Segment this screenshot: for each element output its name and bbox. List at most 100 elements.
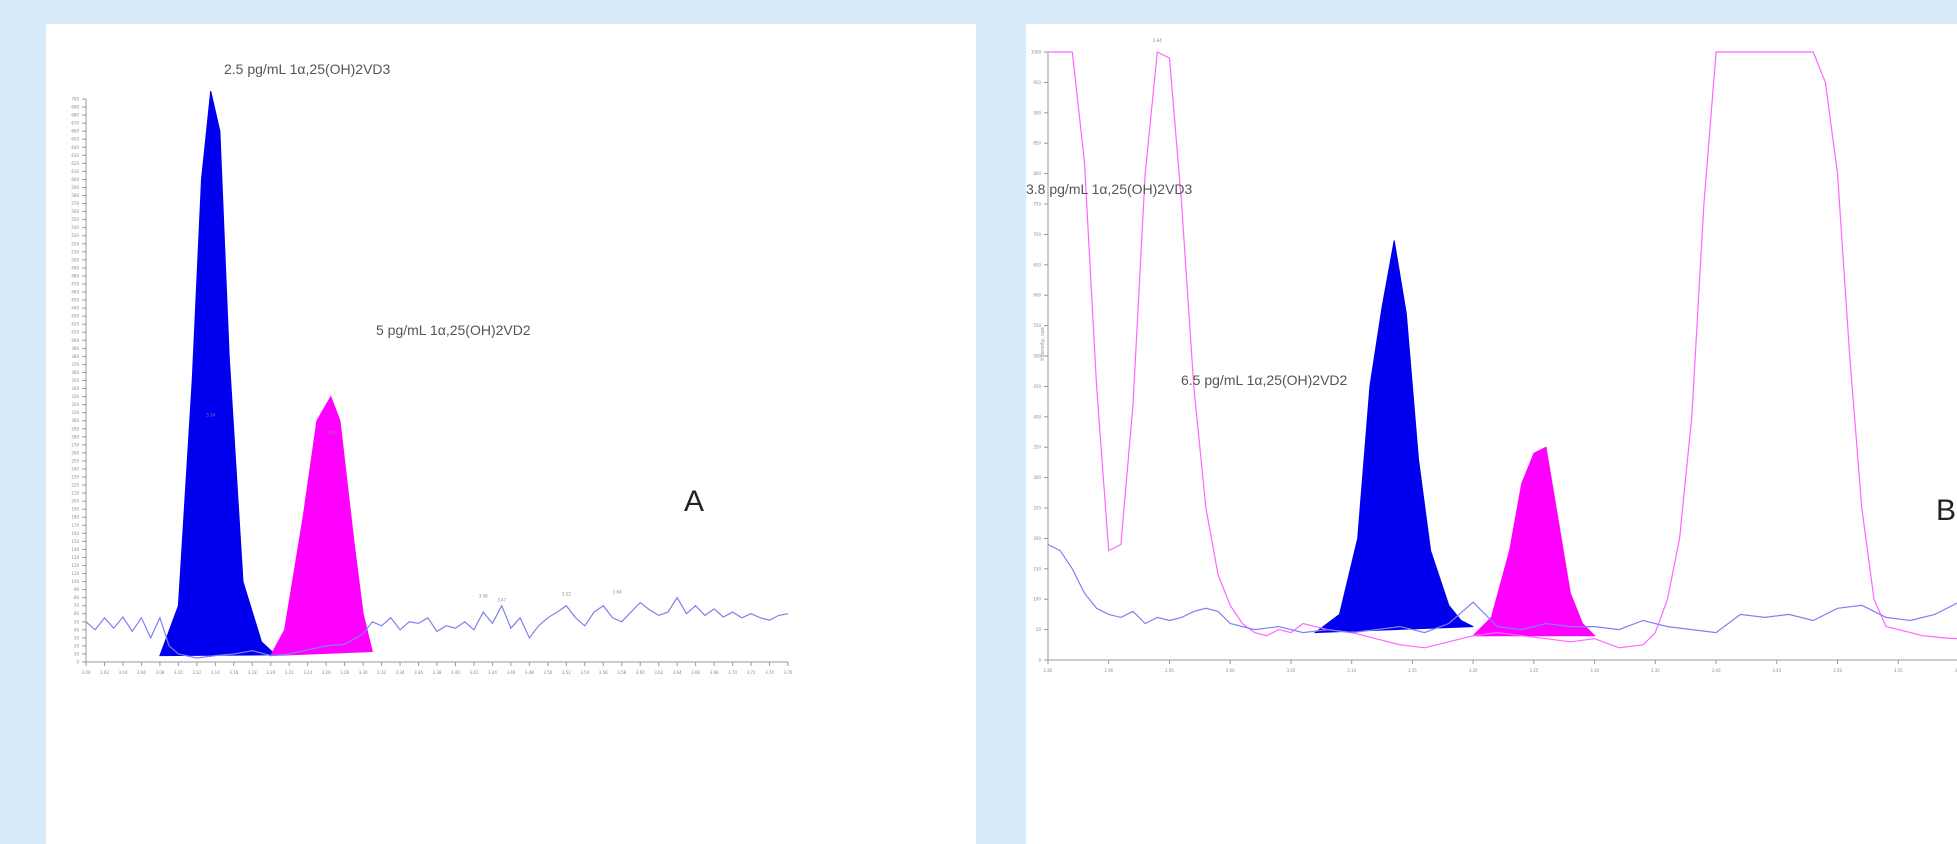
panel-letter: A <box>684 485 704 518</box>
x-tick-label: 2.90 <box>1104 668 1113 673</box>
y-tick-label: 0 <box>76 660 79 665</box>
x-tick-label: 3.00 <box>1226 668 1235 673</box>
x-tick-label: 3.40 <box>451 670 460 675</box>
x-tick-label: 3.22 <box>285 670 294 675</box>
y-tick-label: 200 <box>71 499 79 504</box>
y-tick-label: 600 <box>71 177 79 182</box>
y-tick-label: 520 <box>71 241 79 246</box>
y-tick-label: 310 <box>71 410 79 415</box>
y-tick-label: 700 <box>71 97 79 102</box>
y-tick-label: 400 <box>1033 414 1041 419</box>
x-tick-label: 2.95 <box>1165 668 1174 673</box>
peak-label: 3.14 <box>206 413 215 418</box>
y-tick-label: 400 <box>71 338 79 343</box>
x-tick-label: 3.32 <box>377 670 386 675</box>
y-tick-label: 690 <box>71 105 79 110</box>
y-tick-label: 290 <box>71 426 79 431</box>
y-tick-label: 650 <box>71 137 79 142</box>
x-tick-label: 2.85 <box>1044 668 1053 673</box>
y-tick-label: 410 <box>71 330 79 335</box>
y-tick-label: 950 <box>1033 80 1041 85</box>
peak-label: 3.52 <box>562 591 571 596</box>
concentration-annotation: 3.8 pg/mL 1α,25(OH)2VD3 <box>1026 181 1193 197</box>
header-band <box>0 0 1957 24</box>
x-tick-label: 3.46 <box>506 670 515 675</box>
x-tick-label: 3.54 <box>580 670 589 675</box>
y-tick-label: 110 <box>71 571 79 576</box>
y-tick-label: 480 <box>71 273 79 278</box>
x-tick-label: 3.30 <box>359 670 368 675</box>
y-tick-label: 550 <box>71 217 79 222</box>
y-tick-label: 680 <box>71 113 79 118</box>
y-tick-label: 540 <box>71 225 79 230</box>
y-tick-label: 50 <box>74 619 80 624</box>
y-tick-label: 330 <box>71 394 79 399</box>
y-tick-label: 420 <box>71 322 79 327</box>
y-tick-label: 350 <box>1033 445 1041 450</box>
x-tick-label: 3.76 <box>784 670 793 675</box>
y-tick-label: 240 <box>71 466 79 471</box>
y-tick-label: 340 <box>71 386 79 391</box>
x-tick-label: 3.56 <box>599 670 608 675</box>
y-tick-label: 500 <box>1033 354 1041 359</box>
panel-letter: B <box>1936 494 1956 527</box>
y-tick-label: 80 <box>74 595 80 600</box>
y-tick-label: 580 <box>71 193 79 198</box>
x-tick-label: 3.14 <box>211 670 220 675</box>
x-tick-label: 3.74 <box>765 670 774 675</box>
y-tick-label: 300 <box>1033 475 1041 480</box>
x-tick-label: 3.28 <box>340 670 349 675</box>
y-tick-label: 440 <box>71 306 79 311</box>
y-tick-label: 1000 <box>1031 50 1042 55</box>
x-tick-label: 3.08 <box>155 670 164 675</box>
x-tick-label: 3.50 <box>543 670 552 675</box>
concentration-annotation: 6.5 pg/mL 1α,25(OH)2VD2 <box>1181 372 1348 388</box>
x-tick-label: 3.70 <box>728 670 737 675</box>
trace-line-2 <box>85 596 789 659</box>
y-tick-label: 750 <box>1033 202 1041 207</box>
y-tick-label: 270 <box>71 442 79 447</box>
y-tick-label: 260 <box>71 450 79 455</box>
x-tick-label: 3.18 <box>248 670 257 675</box>
y-tick-label: 500 <box>71 257 79 262</box>
y-tick-label: 650 <box>1033 262 1041 267</box>
x-tick-label: 3.36 <box>414 670 423 675</box>
y-tick-label: 250 <box>71 458 79 463</box>
x-tick-label: 3.10 <box>1347 668 1356 673</box>
y-tick-label: 300 <box>71 418 79 423</box>
y-tick-label: 390 <box>71 346 79 351</box>
x-tick-label: 3.26 <box>322 670 331 675</box>
x-tick-label: 3.25 <box>1529 668 1538 673</box>
y-tick-label: 550 <box>1033 323 1041 328</box>
y-tick-label: 10 <box>74 651 80 656</box>
x-tick-label: 3.62 <box>654 670 663 675</box>
x-tick-label: 3.30 <box>1590 668 1599 673</box>
x-tick-label: 3.04 <box>118 670 127 675</box>
filled-peak-1 <box>1471 446 1596 637</box>
y-tick-label: 380 <box>71 354 79 359</box>
y-tick-label: 370 <box>71 362 79 367</box>
y-tick-label: 430 <box>71 314 79 319</box>
peak-label: 3.20 <box>326 430 335 435</box>
y-tick-label: 450 <box>71 298 79 303</box>
y-tick-label: 30 <box>74 635 80 640</box>
y-tick-label: 900 <box>1033 110 1041 115</box>
chromatogram-b-svg: 0 50 100 150 200 250 300 350 400 450 500 550 600 650 7… <box>1026 38 1957 673</box>
y-tick-label: 60 <box>74 611 80 616</box>
x-tick-label: 3.66 <box>691 670 700 675</box>
y-tick-label: 230 <box>71 475 79 480</box>
x-tick-label: 3.06 <box>137 670 146 675</box>
y-tick-label: 800 <box>1033 171 1041 176</box>
y-tick-label: 630 <box>71 153 79 158</box>
x-tick-label: 3.60 <box>636 670 645 675</box>
x-tick-label: 3.20 <box>1469 668 1478 673</box>
x-tick-label: 3.45 <box>1772 668 1781 673</box>
y-tick-label: 670 <box>71 121 79 126</box>
y-tick-label: 40 <box>74 627 80 632</box>
y-tick-label: 200 <box>1033 536 1041 541</box>
y-tick-label: 170 <box>71 523 79 528</box>
chromatogram-panel-b: 0 50 100 150 200 250 300 350 400 450 500 550 600 650 7… <box>1026 24 1957 844</box>
x-tick-label: 3.24 <box>303 670 312 675</box>
y-tick-label: 590 <box>71 185 79 190</box>
y-tick-label: 130 <box>71 555 79 560</box>
